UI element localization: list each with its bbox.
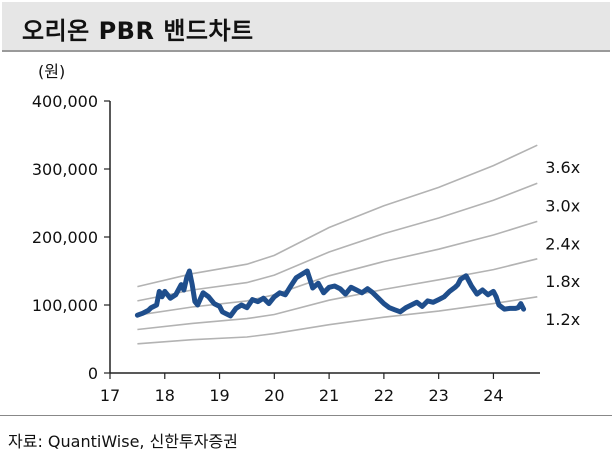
source-note: 자료: QuantiWise, 신한투자증권 — [8, 432, 238, 451]
band-line-3.0x — [137, 182, 538, 302]
title-bar: 오리온 PBR 밴드차트 — [2, 2, 610, 52]
source-divider — [0, 415, 612, 416]
y-tick-label: 300,000 — [32, 160, 98, 179]
x-tick-label: 22 — [374, 386, 394, 405]
band-label-3.6x: 3.6x — [545, 158, 580, 177]
x-tick-label: 20 — [264, 386, 284, 405]
x-tick-label: 17 — [100, 386, 120, 405]
band-label-2.4x: 2.4x — [545, 234, 580, 253]
y-tick-label: 0 — [88, 364, 98, 383]
chart-title: 오리온 PBR 밴드차트 — [22, 17, 254, 45]
x-tick-label: 19 — [209, 386, 229, 405]
x-tick-label: 24 — [483, 386, 503, 405]
band-label-3.0x: 3.0x — [545, 196, 580, 215]
pbr-band-chart: 0 100,000 200,000 300,000 400,000 17 18 19 20 21 2… — [32, 92, 580, 405]
x-tick-label: 18 — [155, 386, 175, 405]
bands-layer — [137, 144, 538, 345]
x-tick-label: 21 — [319, 386, 339, 405]
ticks-layer: 0 100,000 200,000 300,000 400,000 17 18 19 20 21 2… — [32, 92, 504, 405]
band-label-1.8x: 1.8x — [545, 272, 580, 291]
price-line — [134, 268, 527, 319]
band-labels-layer: 3.6x 3.0x 2.4x 1.8x 1.2x — [545, 158, 580, 329]
y-axis-unit-label: (원) — [38, 62, 66, 81]
band-line-3.6x — [137, 144, 538, 288]
band-line-1.2x — [137, 296, 538, 345]
x-tick-label: 23 — [428, 386, 448, 405]
y-tick-label: 400,000 — [32, 92, 98, 111]
y-tick-label: 200,000 — [32, 228, 98, 247]
band-line-2.4x — [137, 220, 538, 316]
y-tick-label: 100,000 — [32, 296, 98, 315]
band-line-1.8x — [137, 258, 538, 331]
series-layer — [134, 268, 527, 319]
axes-layer — [109, 101, 540, 374]
band-label-1.2x: 1.2x — [545, 310, 580, 329]
